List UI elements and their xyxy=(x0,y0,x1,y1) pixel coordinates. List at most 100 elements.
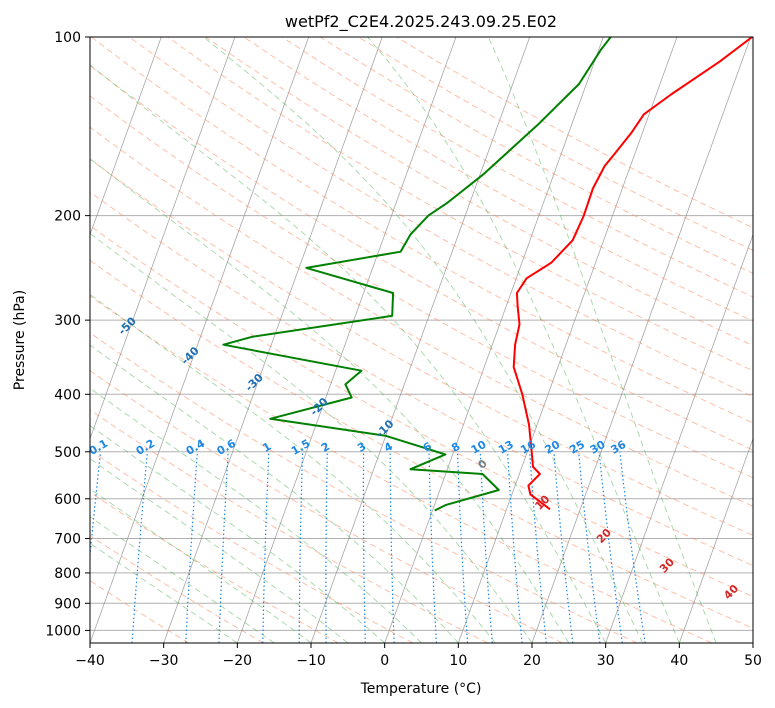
isotherm-line xyxy=(90,37,310,643)
y-tick-label: 200 xyxy=(54,209,81,225)
x-tick-label: 0 xyxy=(380,653,389,669)
moist-adiabat-line xyxy=(90,387,422,643)
plot-frame xyxy=(89,36,754,644)
isotherm-line xyxy=(752,641,753,643)
mixing-ratio-line xyxy=(185,451,198,643)
mixing-ratio-label: 2 xyxy=(319,440,332,455)
moist-adiabat-line xyxy=(90,542,238,643)
profile-series xyxy=(222,37,753,512)
mixing-ratio-line xyxy=(456,451,469,643)
dry-adiabat-line xyxy=(243,37,753,322)
moist-adiabat-line xyxy=(90,488,312,643)
mixing-ratio-label: 20 xyxy=(543,438,563,457)
y-axis-label: Pressure (hPa) xyxy=(12,290,28,390)
mixing-ratio-label: 1.5 xyxy=(289,437,312,458)
pressure-grid xyxy=(90,37,753,631)
x-tick-label: −40 xyxy=(75,653,105,669)
dry-adiabat-line xyxy=(91,37,753,424)
mixing-ratio-line xyxy=(619,451,646,643)
isotherm-label: -60 xyxy=(54,281,77,304)
plot-area: -100-90-80-70-60-50-40-30-20-100.10.20.4… xyxy=(0,37,753,643)
isotherm-label: -10 xyxy=(373,417,396,440)
dry-adiabat-line xyxy=(90,126,753,507)
mixing-ratio-line xyxy=(553,451,574,643)
moist-adiabat-line xyxy=(90,516,275,643)
y-tick-label: 300 xyxy=(54,313,81,329)
moist-adiabat-line xyxy=(367,37,680,643)
x-tick-label: 20 xyxy=(523,653,541,669)
x-tick-label: −20 xyxy=(223,653,253,669)
mixing-ratio-label: 1 xyxy=(260,440,273,455)
y-tick-label: 400 xyxy=(54,387,81,403)
isotherm-label: -20 xyxy=(308,395,331,418)
moist-adiabat-line xyxy=(90,425,385,643)
mixing-ratio-label: 0.4 xyxy=(184,437,208,458)
moist-adiabat-label: 20 xyxy=(594,526,614,546)
isotherm-line xyxy=(90,37,236,440)
isotherm-label: -70 xyxy=(0,242,18,265)
y-tick-label: 800 xyxy=(54,566,81,582)
dry-adiabat-line xyxy=(90,259,753,629)
dry-adiabats xyxy=(90,37,753,643)
x-tick-label: 40 xyxy=(670,653,688,669)
y-tick-label: 500 xyxy=(54,445,81,461)
isotherm-line xyxy=(605,233,753,643)
dry-adiabat-line xyxy=(90,409,488,643)
mixing-ratio-label: 0.6 xyxy=(215,437,239,458)
dry-adiabat-line xyxy=(205,37,753,347)
isotherm-line xyxy=(678,437,753,643)
dry-adiabat-line xyxy=(90,191,753,567)
x-axis: −40 −30 −20 −10 0 10 20 30 40 50 xyxy=(75,643,762,669)
y-axis: 100 200 300 400 500 600 700 800 900 1000 xyxy=(45,30,90,639)
x-tick-label: −30 xyxy=(149,653,179,669)
dry-adiabat-line xyxy=(90,295,712,643)
temperature-profile-line xyxy=(512,37,753,511)
moist-adiabat-label: 40 xyxy=(721,582,741,602)
moist-adiabats xyxy=(90,37,717,643)
mixing-ratio-label: 13 xyxy=(496,438,516,457)
isotherm-line xyxy=(163,37,383,643)
isotherm-label: -40 xyxy=(179,344,202,367)
y-tick-label: 600 xyxy=(54,492,81,508)
mixing-ratio-line xyxy=(131,451,148,643)
mixing-ratio-line xyxy=(298,451,304,643)
mixing-ratio-label: 36 xyxy=(609,438,629,457)
dry-adiabat-line xyxy=(167,37,753,372)
dry-adiabat-line xyxy=(90,158,753,537)
dry-adiabat-line xyxy=(90,225,753,598)
chart-title: wetPf2_C2E4.2025.243.09.25.E02 xyxy=(285,12,557,32)
moist-adiabat-line xyxy=(90,344,459,643)
isotherms xyxy=(90,37,753,643)
dry-adiabat-line xyxy=(90,580,190,643)
x-tick-label: 10 xyxy=(449,653,467,669)
mixing-ratio-label: 8 xyxy=(449,440,462,455)
isotherm-line xyxy=(384,37,604,643)
mixing-ratio-label: 25 xyxy=(567,438,587,457)
mixing-ratio-line xyxy=(578,451,601,643)
mixing-ratio-label: 4 xyxy=(382,440,395,455)
dry-adiabat-line xyxy=(90,370,563,643)
mixing-ratio-lines xyxy=(90,451,646,643)
dry-adiabat-line xyxy=(90,535,264,643)
isotherm-line xyxy=(310,37,531,643)
mixing-ratio-label: 3 xyxy=(355,440,368,455)
y-tick-label: 700 xyxy=(54,532,81,548)
moist-adiabat-line xyxy=(90,64,607,643)
line-labels: -100-90-80-70-60-50-40-30-20-100.10.20.4… xyxy=(0,242,741,602)
mixing-ratio-line xyxy=(325,451,328,643)
dry-adiabat-line xyxy=(90,65,753,451)
moist-adiabat-line xyxy=(90,158,570,643)
mixing-ratio-label: 6 xyxy=(421,440,434,455)
x-axis-label: Temperature (°C) xyxy=(360,681,482,697)
moist-adiabat-line xyxy=(90,293,496,643)
x-tick-label: 50 xyxy=(744,653,762,669)
dry-adiabat-line xyxy=(90,95,753,479)
dry-adiabat-line xyxy=(90,491,339,643)
mixing-ratio-line xyxy=(90,451,102,561)
dry-adiabat-line xyxy=(281,37,753,298)
mixing-ratio-line xyxy=(598,451,623,643)
mixing-ratio-line xyxy=(507,451,523,643)
mixing-ratio-line xyxy=(362,451,366,643)
dewpoint-profile-line xyxy=(222,37,612,512)
